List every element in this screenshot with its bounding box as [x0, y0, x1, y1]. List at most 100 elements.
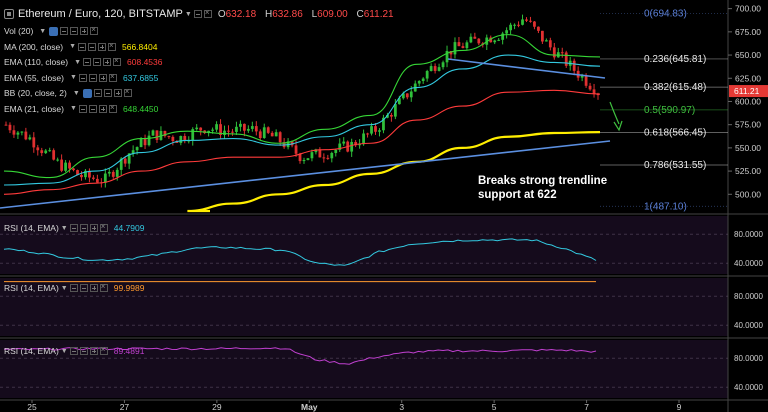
indicator-row[interactable]: BB (20, close, 2) ▼ — [4, 86, 132, 100]
close-icon[interactable] — [113, 56, 122, 66]
indicator-value: 648.4450 — [122, 103, 159, 114]
settings-icon[interactable] — [88, 42, 96, 51]
close-icon[interactable] — [203, 8, 212, 18]
settings-icon[interactable] — [70, 27, 79, 35]
candle-body — [572, 60, 576, 71]
close-icon[interactable] — [108, 41, 116, 51]
candle-body — [111, 171, 115, 177]
rsi-legend-1[interactable]: RSI (14, EMA)▼ 44.7909 — [4, 221, 144, 235]
settings-icon[interactable] — [88, 73, 97, 82]
candle-body — [342, 141, 346, 144]
eye-icon[interactable] — [82, 88, 92, 98]
close-icon[interactable] — [123, 87, 132, 97]
candle-body — [298, 153, 302, 162]
indicator-name[interactable]: Vol (20) — [4, 26, 34, 36]
add-icon[interactable] — [103, 58, 112, 66]
symbol-title[interactable]: Ethereum / Euro, 120, BITSTAMP — [18, 8, 183, 20]
indicator-row[interactable]: EMA (21, close) ▼ 648.4450 — [4, 102, 158, 116]
chevron-down-icon[interactable]: ▼ — [70, 105, 77, 112]
chevron-down-icon[interactable]: ▼ — [70, 74, 77, 81]
close-icon[interactable] — [99, 222, 108, 232]
add-icon[interactable] — [89, 284, 98, 292]
settings-icon[interactable] — [79, 347, 88, 355]
close-value: 611.21 — [363, 8, 394, 20]
candle-body — [560, 52, 564, 54]
settings-icon[interactable] — [78, 73, 87, 82]
candle-body — [179, 136, 183, 143]
candle-body — [393, 104, 397, 117]
visibility-icon[interactable] — [69, 347, 78, 355]
close-icon[interactable] — [108, 72, 117, 82]
add-icon[interactable] — [89, 224, 98, 232]
settings-icon[interactable] — [93, 89, 102, 97]
candle-body — [199, 127, 203, 131]
indicator-name[interactable]: EMA (110, close) — [4, 57, 69, 67]
chevron-down-icon[interactable]: ▼ — [184, 10, 192, 18]
rsi-name[interactable]: RSI (14, EMA) — [4, 223, 59, 233]
visibility-icon[interactable] — [69, 224, 78, 232]
candle-body — [12, 130, 16, 135]
chevron-down-icon[interactable]: ▼ — [69, 43, 76, 50]
add-icon[interactable] — [80, 27, 89, 35]
indicator-name[interactable]: EMA (21, close) — [4, 103, 64, 114]
settings-icon[interactable] — [78, 42, 86, 51]
indicator-row[interactable]: EMA (110, close) ▼ 608.4536 — [4, 55, 162, 69]
chevron-down-icon[interactable]: ▼ — [60, 284, 68, 292]
indicator-name[interactable]: MA (200, close) — [4, 41, 64, 52]
settings-icon[interactable] — [79, 224, 88, 232]
low-label: L — [311, 8, 318, 20]
rsi-legend-3[interactable]: RSI (14, EMA)▼ 89.4891 — [4, 344, 144, 358]
settings-icon[interactable] — [88, 104, 97, 113]
indicator-value: 637.6855 — [122, 72, 159, 83]
candle-body — [449, 50, 453, 55]
close-icon[interactable] — [99, 345, 108, 355]
chevron-down-icon[interactable]: ▼ — [60, 224, 68, 232]
candle-body — [80, 174, 83, 178]
settings-icon[interactable] — [78, 104, 87, 113]
candle-body — [445, 50, 449, 63]
add-icon[interactable] — [113, 89, 122, 97]
settings-icon[interactable] — [79, 284, 88, 292]
rsi-legend-2[interactable]: RSI (14, EMA)▼ 99.9989 — [4, 281, 144, 295]
indicator-name[interactable]: BB (20, close, 2) — [4, 88, 67, 98]
add-icon[interactable] — [98, 73, 107, 82]
settings-icon[interactable] — [83, 58, 92, 66]
rsi-name[interactable]: RSI (14, EMA) — [4, 346, 59, 356]
add-icon[interactable] — [98, 42, 106, 51]
chevron-down-icon[interactable]: ▼ — [74, 58, 82, 66]
symbol-header[interactable]: Ethereum / Euro, 120, BITSTAMP ▼ O632.18… — [4, 6, 400, 22]
settings-icon[interactable] — [60, 27, 69, 35]
close-icon[interactable] — [90, 25, 99, 35]
candle-body — [397, 98, 401, 105]
indicator-row[interactable]: Vol (20) ▼ — [4, 24, 99, 38]
eye-icon[interactable] — [49, 26, 59, 36]
symbol-icon — [4, 9, 14, 19]
candle-body — [68, 162, 71, 169]
chevron-down-icon[interactable]: ▼ — [60, 347, 68, 355]
add-icon[interactable] — [98, 104, 107, 113]
candle-body — [461, 46, 465, 49]
indicator-row[interactable]: EMA (55, close) ▼ 637.6855 — [4, 71, 158, 85]
candle-body — [171, 136, 175, 142]
add-icon[interactable] — [89, 347, 98, 355]
settings-icon[interactable] — [103, 89, 112, 97]
candle-body — [119, 158, 123, 170]
candle-body — [239, 123, 242, 127]
settings-icon[interactable] — [193, 10, 202, 18]
indicator-row[interactable]: MA (200, close) ▼ 566.8404 — [4, 40, 157, 54]
candle-body — [386, 114, 389, 118]
chevron-down-icon[interactable]: ▼ — [39, 27, 47, 35]
candle-body — [382, 117, 385, 131]
visibility-icon[interactable] — [69, 284, 78, 292]
close-icon[interactable] — [108, 103, 117, 113]
candle-body — [76, 170, 79, 175]
settings-icon[interactable] — [93, 58, 102, 66]
fib-label: 0.786(531.55) — [644, 160, 706, 171]
price-tick-label: 625.00 — [735, 73, 761, 83]
chevron-down-icon[interactable]: ▼ — [72, 89, 80, 97]
rsi-name[interactable]: RSI (14, EMA) — [4, 283, 59, 293]
close-icon[interactable] — [99, 282, 108, 292]
indicator-name[interactable]: EMA (55, close) — [4, 72, 64, 83]
time-tick-label: 9 — [677, 402, 682, 412]
